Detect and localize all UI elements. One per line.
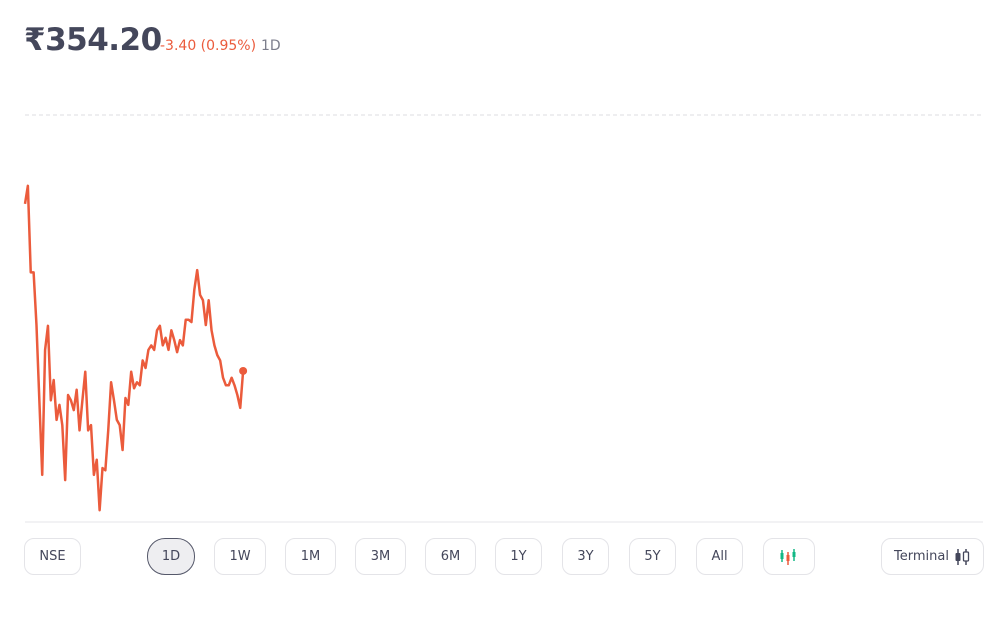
range-button[interactable]: 3M xyxy=(355,538,406,575)
candle-button[interactable] xyxy=(763,538,815,575)
price-line xyxy=(23,184,245,512)
candle-icon xyxy=(780,548,796,565)
range-button[interactable]: 3Y xyxy=(562,538,609,575)
range-button[interactable]: 1W xyxy=(214,538,266,575)
range-button[interactable]: 1Y xyxy=(495,538,542,575)
range-button[interactable]: 6M xyxy=(425,538,476,575)
terminal-label: Terminal xyxy=(894,549,949,564)
price-chart xyxy=(23,114,983,523)
range-button[interactable]: 1M xyxy=(285,538,336,575)
exchange-button[interactable]: NSE xyxy=(24,538,81,575)
change-period: 1D xyxy=(261,38,281,54)
range-button[interactable]: 1D xyxy=(147,538,195,575)
terminal-button[interactable]: Terminal xyxy=(881,538,984,575)
stock-price: ₹354.20 xyxy=(24,22,162,58)
last-price-dot xyxy=(239,366,248,375)
terminal-icon xyxy=(955,548,970,565)
range-button[interactable]: All xyxy=(696,538,743,575)
range-button[interactable]: 5Y xyxy=(629,538,676,575)
price-change: -3.40 (0.95%) xyxy=(160,38,257,54)
